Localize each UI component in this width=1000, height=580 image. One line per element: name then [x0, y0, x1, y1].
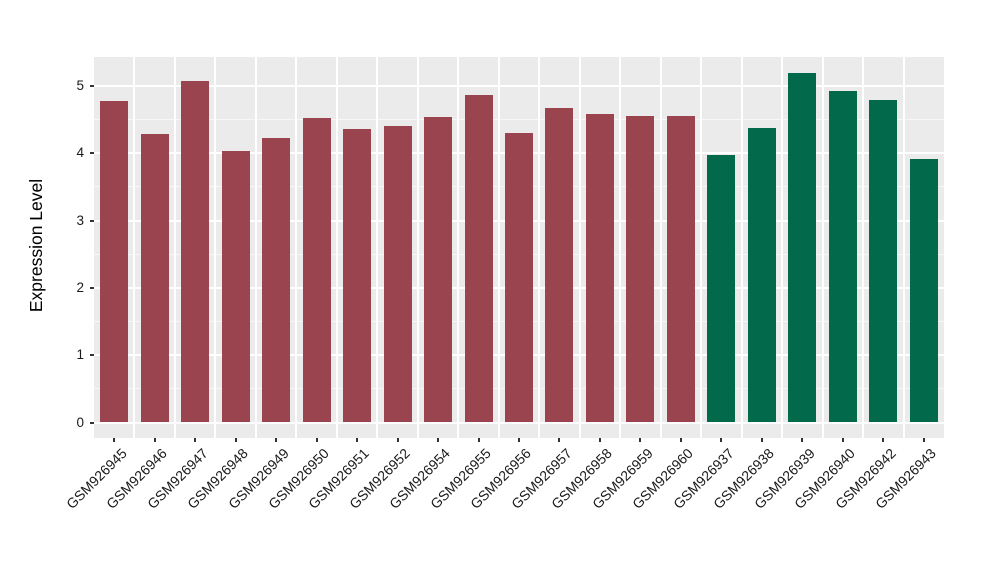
x-axis-tick — [679, 438, 682, 442]
y-axis-tick — [90, 421, 94, 424]
y-tick-label: 2 — [76, 279, 84, 295]
x-axis-tick — [356, 438, 359, 442]
x-axis-tick — [518, 438, 520, 442]
gridline-vertical — [700, 57, 703, 438]
y-axis-tick — [90, 286, 94, 289]
gridline-vertical — [254, 57, 257, 438]
gridline-vertical — [740, 57, 743, 438]
x-axis-tick — [720, 438, 723, 442]
x-axis-tick — [315, 438, 318, 442]
gridline-minor-horizontal — [94, 119, 944, 121]
gridline-vertical — [214, 57, 217, 438]
bar-GSM926940 — [828, 91, 857, 423]
x-axis-tick — [922, 438, 925, 442]
y-axis-tick — [90, 219, 94, 222]
x-axis-tick — [882, 438, 885, 442]
bar-GSM926946 — [140, 134, 169, 423]
gridline-major-horizontal — [94, 85, 944, 87]
plot-panel — [94, 57, 944, 438]
gridline-major-horizontal — [94, 421, 944, 424]
gridline-vertical — [133, 57, 136, 438]
x-axis-tick — [477, 438, 480, 442]
bar-GSM926943 — [909, 158, 938, 423]
bar-GSM926958 — [585, 114, 614, 423]
y-axis-title: Expression Level — [18, 130, 56, 360]
gridline-vertical — [862, 57, 865, 438]
bar-GSM926947 — [181, 80, 210, 423]
x-axis-tick — [598, 438, 601, 442]
gridline-vertical — [173, 57, 176, 438]
gridline-vertical — [538, 57, 541, 438]
bar-GSM926937 — [707, 155, 736, 423]
y-tick-label: 1 — [76, 347, 84, 363]
x-axis-tick — [234, 438, 237, 442]
bar-GSM926956 — [505, 133, 533, 423]
x-axis-tick — [437, 438, 440, 442]
x-axis-tick — [760, 438, 763, 442]
bar-GSM926954 — [424, 116, 453, 423]
bar-GSM926951 — [343, 129, 372, 423]
x-axis-tick — [396, 438, 399, 442]
gridline-vertical — [497, 57, 500, 438]
x-axis-tick — [801, 438, 804, 442]
y-tick-label: 5 — [76, 78, 84, 93]
bar-GSM926942 — [869, 100, 898, 423]
bar-GSM926955 — [464, 94, 493, 423]
y-tick-label: 4 — [76, 145, 84, 161]
gridline-vertical — [619, 57, 622, 438]
y-axis-tick — [90, 354, 94, 357]
gridline-vertical — [295, 57, 298, 438]
x-axis-tick — [558, 438, 561, 442]
bar-GSM926949 — [262, 138, 291, 423]
x-axis-tick — [841, 438, 844, 442]
gridline-vertical — [335, 57, 338, 438]
x-axis-tick — [153, 438, 156, 442]
bar-GSM926957 — [545, 107, 574, 423]
y-axis-tick — [90, 85, 94, 87]
bar-GSM926948 — [221, 151, 250, 423]
gridline-vertical — [376, 57, 379, 438]
gridline-vertical — [902, 57, 905, 438]
gridline-vertical — [659, 57, 662, 438]
y-tick-label: 3 — [76, 212, 84, 228]
bar-GSM926950 — [302, 117, 331, 423]
gridline-vertical — [821, 57, 824, 438]
gridline-vertical — [457, 57, 460, 438]
bar-GSM926952 — [383, 126, 412, 423]
gridline-vertical — [416, 57, 419, 438]
bar-GSM926938 — [747, 128, 776, 423]
y-axis-title-text: Expression Level — [26, 178, 47, 312]
gridline-vertical — [578, 57, 581, 438]
bar-GSM926960 — [666, 115, 695, 423]
y-axis-tick — [90, 152, 94, 155]
x-axis-tick — [275, 438, 278, 442]
bar-GSM926959 — [626, 115, 655, 423]
y-tick-label: 0 — [76, 414, 84, 430]
bar-GSM926945 — [100, 101, 129, 423]
x-axis-tick — [639, 438, 642, 442]
x-axis-tick — [113, 438, 116, 442]
bar-GSM926939 — [788, 73, 817, 423]
gridline-vertical — [781, 57, 784, 438]
x-axis-tick — [194, 438, 197, 442]
